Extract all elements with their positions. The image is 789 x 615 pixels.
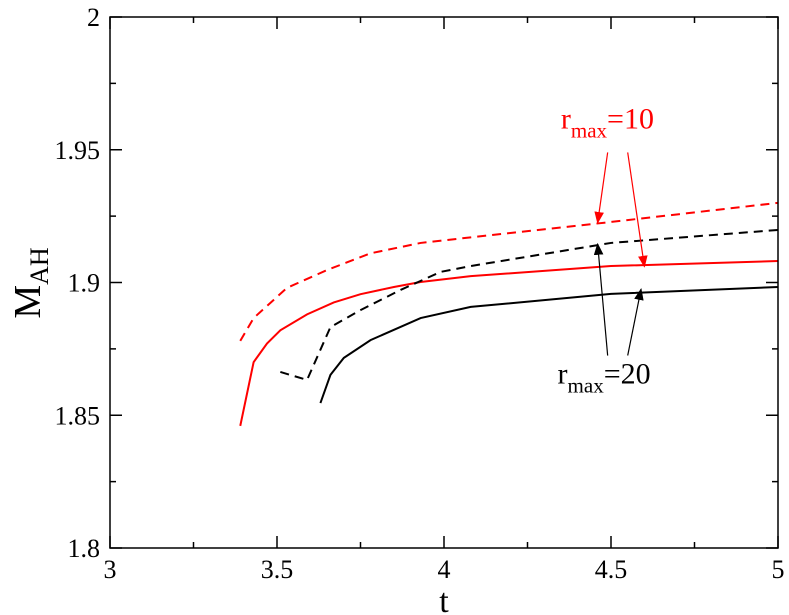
x-tick-label: 5 (772, 555, 785, 584)
series-group (239, 201, 779, 427)
y-axis-label-sub: AH (25, 247, 54, 285)
x-tick-label: 3 (104, 555, 117, 584)
x-tick-label: 4.5 (595, 555, 628, 584)
y-tick-label: 1.9 (68, 269, 101, 298)
x-tick-label: 3.5 (261, 555, 294, 584)
x-axis-label: t (439, 583, 449, 615)
annotations: rmax=10 rmax=20 (558, 103, 654, 398)
series-line-2 (280, 228, 779, 382)
plot-frame (109, 16, 779, 549)
y-tick-label: 1.8 (68, 534, 101, 563)
annotation-label-1: rmax=20 (558, 357, 651, 397)
y-tick-label: 1.95 (55, 136, 101, 165)
annotation-arrow (627, 287, 644, 356)
annotation-label-0: rmax=10 (561, 103, 654, 143)
x-tick-label: 4 (438, 555, 451, 584)
series-line-1 (239, 201, 779, 342)
y-tick-label: 2 (87, 3, 100, 32)
series-line-3 (319, 286, 779, 404)
y-tick-label: 1.85 (55, 401, 101, 430)
y-axis-label: MAH (7, 247, 54, 319)
annotation-arrow (627, 152, 648, 268)
axis-ticks: 3 3.5 4 4.5 5 1.8 1.85 1.9 1.95 2 (55, 3, 785, 584)
annotation-arrow (594, 152, 609, 224)
series-line-0 (239, 259, 779, 427)
annotation-arrow (593, 242, 609, 356)
